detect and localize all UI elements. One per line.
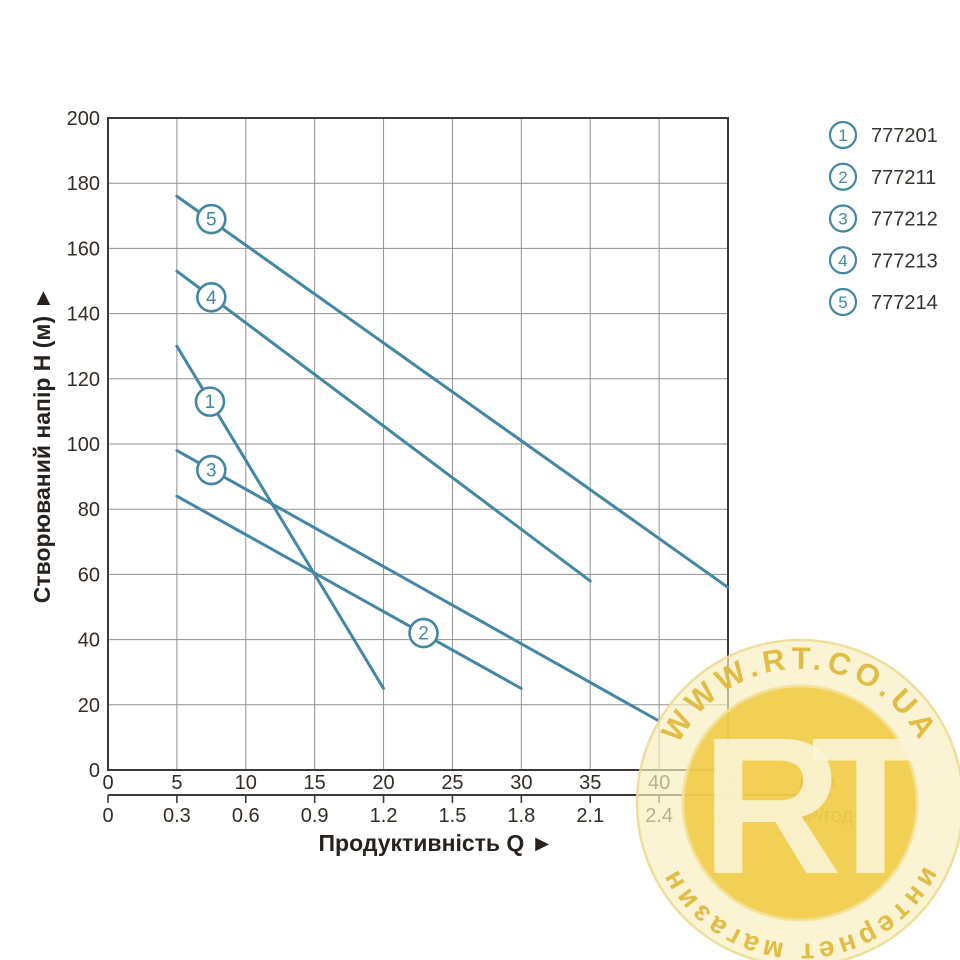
series-marker-4: [196, 281, 227, 313]
x-axis-lmin-tick-labels: 0 5 10 15 20 25 30 35 40 45: [102, 772, 739, 794]
x-axis-m3h-tick-labels: 0 0.3 0.6 0.9 1.2 1.5 1.8 2.1 2.4 2.7: [102, 805, 741, 827]
y-tick-label: 80: [78, 499, 100, 521]
x-tick-label-m3h: 1.2: [370, 805, 398, 827]
y-tick-label: 120: [67, 369, 100, 391]
legend-item: 1 777201: [828, 120, 938, 150]
x-tick-label-m3h: 0.3: [163, 805, 191, 827]
x-tick-label-m3h: 2.7: [714, 805, 742, 827]
y-tick-label: 60: [78, 564, 100, 586]
y-axis-title: Створюваний напір Н (м) ►: [29, 287, 55, 604]
legend-marker-2: [828, 162, 858, 191]
y-tick-label: 160: [67, 238, 100, 260]
series-line-2: [175, 494, 523, 690]
watermark-inner-circle: [681, 684, 919, 922]
unit-label-m3h: м³/год: [798, 805, 854, 827]
x-tick-label-m3h: 0: [102, 805, 113, 827]
y-tick-label: 40: [78, 630, 100, 652]
secondary-x-axis-ticks: [107, 795, 729, 803]
x-tick-label-m3h: 2.1: [576, 805, 604, 827]
legend-marker-3: [828, 204, 858, 233]
x-tick-label-lmin: 10: [235, 772, 257, 794]
series-marker-num-3: 3: [206, 461, 217, 482]
series-line-3: [175, 449, 661, 723]
series-curves: 1 2 3 4 5: [175, 194, 730, 723]
x-tick-label-m3h: 1.8: [507, 805, 535, 827]
x-tick-label-m3h: 1.5: [439, 805, 467, 827]
x-tick-label-lmin: 25: [441, 772, 463, 794]
legend-item: 2 777211: [828, 162, 936, 191]
x-tick-label-lmin: 45: [717, 772, 739, 794]
y-tick-label: 20: [78, 695, 100, 717]
legend-marker-5: [828, 287, 858, 317]
watermark: WWW.RT.CO.UA интернет магазин RT: [635, 638, 960, 960]
legend-item: 3 777212: [828, 204, 938, 233]
x-tick-label-lmin: 0: [102, 772, 113, 794]
legend-item: 4 777213: [828, 246, 938, 275]
legend-marker-1: [828, 120, 858, 150]
legend-code-2: 777211: [871, 167, 936, 189]
legend-code-3: 777212: [871, 209, 938, 231]
watermark-arc-top-text: WWW.RT.CO.UA: [654, 641, 945, 748]
unit-label-lmin: л/хв: [798, 772, 836, 794]
y-tick-label: 200: [67, 108, 100, 130]
legend-marker-num-3: 3: [838, 210, 847, 229]
legend-marker-num-5: 5: [838, 293, 847, 312]
legend-marker-num-2: 2: [838, 168, 847, 187]
series-marker-3: [196, 454, 227, 486]
plot-frame: [107, 117, 729, 771]
legend-marker-num-1: 1: [838, 126, 847, 145]
series-marker-num-1: 1: [205, 392, 216, 413]
x-tick-label-lmin: 40: [648, 772, 670, 794]
series-marker-num-2: 2: [418, 624, 429, 645]
series-marker-num-5: 5: [206, 210, 217, 231]
y-tick-label: 100: [67, 434, 100, 456]
series-marker-5: [196, 203, 227, 235]
series-line-5: [175, 194, 730, 589]
series-marker-1: [194, 386, 226, 417]
legend-item: 5 777214: [828, 287, 938, 317]
legend-marker-num-4: 4: [838, 251, 847, 270]
legend-code-1: 777201: [871, 125, 938, 147]
series-line-4: [175, 269, 592, 583]
series-marker-2: [408, 617, 439, 649]
y-tick-label: 0: [89, 760, 100, 782]
x-tick-label-m3h: 0.6: [232, 805, 260, 827]
watermark-outer-ring: [635, 638, 960, 960]
x-axis-title: Продуктивність Q ►: [319, 830, 554, 856]
legend-code-5: 777214: [871, 292, 938, 314]
legend-code-4: 777213: [871, 250, 938, 272]
legend-marker-4: [828, 246, 858, 275]
x-tick-label-lmin: 20: [372, 772, 394, 794]
y-axis-tick-labels: 0 20 40 60 80 100 120 140 160 180 200: [67, 108, 100, 782]
x-tick-label-lmin: 15: [304, 772, 326, 794]
x-tick-label-m3h: 0.9: [301, 805, 329, 827]
y-tick-label: 140: [67, 304, 100, 326]
y-tick-label: 180: [67, 173, 100, 195]
x-tick-label-lmin: 30: [510, 772, 532, 794]
x-tick-label-m3h: 2.4: [645, 805, 673, 827]
legend: 1 777201 2 777211 3 777212 4 777213 5 777214: [828, 120, 938, 317]
x-tick-label-lmin: 35: [579, 772, 601, 794]
x-tick-label-lmin: 5: [171, 772, 182, 794]
watermark-arc-bottom-text: интернет магазин: [654, 863, 947, 960]
series-marker-num-4: 4: [206, 288, 217, 309]
